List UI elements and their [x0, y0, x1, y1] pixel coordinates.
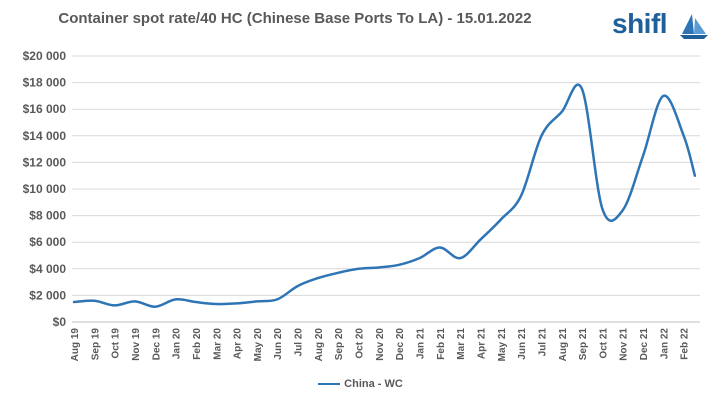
y-tick-label: $2 000	[29, 288, 66, 302]
x-tick-label: Sep 19	[90, 328, 101, 361]
x-tick-label: Jan 21	[416, 328, 427, 360]
y-tick-label: $0	[53, 315, 67, 329]
sailboat-icon	[680, 14, 708, 39]
x-tick-label: Feb 22	[680, 328, 691, 360]
x-tick-label: Apr 20	[233, 328, 244, 360]
x-tick-label: Nov 21	[619, 328, 630, 361]
x-tick-label: Aug 19	[70, 328, 81, 362]
y-tick-label: $4 000	[29, 262, 66, 276]
y-tick-label: $8 000	[29, 209, 66, 223]
x-tick-label: Oct 19	[111, 328, 122, 359]
x-tick-label: Feb 21	[436, 328, 447, 360]
x-tick-label: Sep 20	[334, 328, 345, 361]
y-tick-label: $16 000	[23, 102, 67, 116]
x-tick-label: Jul 21	[537, 328, 548, 357]
x-tick-label: Mar 20	[212, 328, 223, 360]
series-line-china-wc	[72, 83, 697, 308]
y-tick-label: $6 000	[29, 235, 66, 249]
y-tick-label: $12 000	[23, 155, 67, 169]
y-tick-label: $10 000	[23, 182, 67, 196]
logo-text: shifl	[612, 8, 668, 39]
x-tick-label: Aug 20	[314, 328, 325, 362]
x-tick-label: Jul 20	[294, 328, 305, 357]
x-tick-label: Oct 21	[598, 328, 609, 359]
x-tick-label: Dec 19	[151, 328, 162, 361]
x-tick-label: Aug 21	[558, 328, 569, 362]
legend-label: China - WC	[344, 378, 403, 390]
x-tick-label: Apr 21	[476, 328, 487, 360]
x-tick-label: Mar 21	[456, 328, 467, 360]
x-tick-label: Jan 22	[659, 328, 670, 360]
x-tick-label: Dec 21	[639, 328, 650, 361]
x-tick-label: May 21	[497, 328, 508, 362]
x-tick-label: Nov 19	[131, 328, 142, 361]
y-tick-label: $20 000	[23, 49, 67, 63]
x-tick-label: Nov 20	[375, 328, 386, 361]
x-tick-label: Jun 21	[517, 328, 528, 360]
y-tick-label: $14 000	[23, 129, 67, 143]
chart-title: Container spot rate/40 HC (Chinese Base …	[58, 10, 532, 27]
legend-swatch	[318, 383, 341, 386]
x-tick-label: Jan 20	[172, 328, 183, 360]
x-tick-label: Feb 20	[192, 328, 203, 360]
x-tick-label: Jun 20	[273, 328, 284, 360]
x-tick-label: Oct 20	[355, 328, 366, 359]
legend: China - WC	[0, 378, 721, 390]
x-tick-label: May 20	[253, 328, 264, 362]
y-tick-label: $18 000	[23, 76, 67, 90]
shifl-logo: shifl	[612, 8, 712, 44]
x-tick-label: Sep 21	[578, 328, 589, 361]
x-tick-label: Dec 20	[395, 328, 406, 361]
